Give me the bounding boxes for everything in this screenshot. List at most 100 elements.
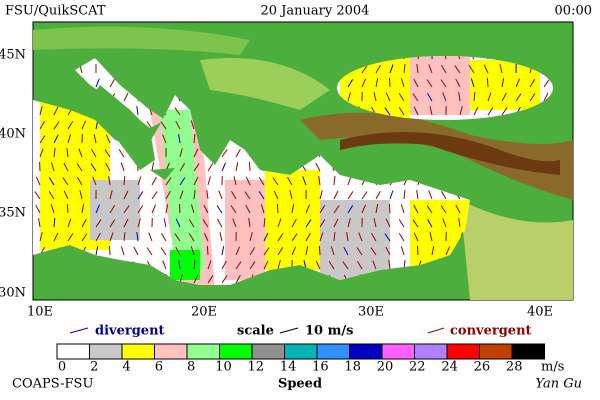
wind-arrow — [487, 92, 492, 102]
wind-arrow — [333, 205, 340, 214]
wind-arrow — [165, 177, 172, 186]
wind-arrow — [277, 218, 282, 228]
wind-arrow — [347, 218, 351, 228]
wind-arrow — [104, 149, 111, 158]
wind-arrow — [385, 246, 391, 256]
wind-arrow — [39, 232, 43, 242]
wind-arrow — [123, 92, 129, 102]
wind-arrow — [109, 232, 114, 242]
wind-arrow — [473, 91, 476, 102]
wind-arrow — [175, 218, 181, 228]
wind-arrow — [81, 120, 87, 130]
wind-arrow — [305, 232, 311, 242]
wind-arrow — [160, 247, 167, 256]
wind-arrow — [35, 204, 41, 214]
wind-arrow — [302, 176, 307, 186]
colorbar-label: 10 — [215, 360, 232, 375]
wind-arrow — [400, 246, 405, 256]
wind-arrow — [459, 106, 463, 116]
wind-arrow — [48, 191, 55, 200]
wind-arrow — [263, 232, 269, 242]
wind-arrow — [146, 247, 153, 256]
wind-arrow — [137, 205, 144, 214]
wind-arrow — [63, 162, 69, 172]
wind-arrow — [445, 246, 451, 256]
wind-arrow — [206, 245, 209, 256]
wind-arrow — [137, 176, 142, 186]
wind-arrow — [190, 246, 195, 256]
wind-arrow — [76, 177, 83, 186]
wind-arrow — [501, 78, 505, 88]
wind-arrow — [412, 93, 419, 102]
wind-arrow — [163, 218, 167, 228]
wind-arrow — [245, 176, 251, 186]
wind-arrow — [35, 176, 41, 186]
colorbar-swatch — [479, 343, 513, 360]
wind-arrow — [66, 203, 69, 214]
wind-arrow — [441, 190, 447, 200]
wind-arrow — [389, 190, 394, 200]
lat-label: 35N — [0, 206, 26, 221]
wind-arrow — [483, 64, 489, 74]
legend-divergent: divergent — [95, 324, 165, 339]
wind-arrow — [235, 261, 242, 270]
wind-arrow — [458, 92, 461, 102]
scale-arrow — [279, 327, 299, 334]
wind-arrow — [413, 204, 419, 214]
wind-arrow — [160, 121, 167, 130]
wind-arrow — [39, 106, 43, 116]
wind-arrow — [123, 190, 129, 200]
wind-arrow — [347, 191, 354, 200]
colorbar-label: 24 — [441, 360, 458, 375]
wind-arrow — [443, 56, 447, 60]
wind-arrow — [361, 65, 368, 74]
lon-label: 20E — [191, 305, 217, 320]
wind-arrow — [62, 177, 69, 186]
wind-arrow — [248, 218, 251, 228]
wind-arrow — [79, 190, 83, 200]
wind-arrow — [388, 260, 391, 270]
wind-arrow — [151, 191, 158, 200]
wind-arrow — [347, 79, 354, 88]
wind-arrow — [305, 204, 310, 214]
wind-arrow — [219, 232, 223, 242]
wind-arrow — [333, 175, 336, 186]
wind-arrow — [193, 190, 196, 200]
wind-arrow — [174, 233, 181, 242]
wind-arrow — [403, 189, 406, 200]
wind-arrow — [413, 232, 419, 242]
wind-arrow — [206, 190, 209, 200]
wind-arrow — [230, 205, 237, 214]
wind-arrow — [373, 218, 377, 228]
wind-arrow — [78, 148, 83, 158]
wind-arrow — [203, 232, 209, 242]
wind-arrow — [249, 232, 253, 242]
wind-arrow — [431, 246, 435, 256]
wind-arrow — [67, 134, 71, 144]
colorbar-swatch — [56, 343, 90, 360]
wind-arrow — [175, 120, 181, 130]
colorbar-title: Speed — [278, 377, 322, 392]
colorbar-label: 14 — [280, 360, 297, 375]
wind-arrow — [202, 219, 209, 228]
wind-arrow — [95, 204, 100, 214]
wind-arrow — [455, 78, 461, 88]
wind-arrow — [53, 106, 59, 116]
wind-arrow — [400, 78, 405, 88]
wind-arrow — [53, 121, 60, 130]
colorbar-unit: m/s — [541, 360, 564, 375]
wind-arrow — [249, 261, 256, 270]
colorbar-swatch — [251, 343, 285, 360]
wind-arrow — [473, 106, 479, 116]
wind-arrow — [501, 92, 507, 102]
wind-arrow — [193, 163, 200, 172]
colorbar-label: 26 — [474, 360, 491, 375]
wind-arrow — [319, 190, 323, 200]
wind-arrow — [93, 134, 97, 144]
divergent-arrow — [69, 327, 89, 334]
wind-arrow — [92, 176, 97, 186]
wind-arrow — [305, 246, 309, 256]
wind-arrow — [81, 233, 88, 242]
wind-arrow — [458, 218, 461, 228]
